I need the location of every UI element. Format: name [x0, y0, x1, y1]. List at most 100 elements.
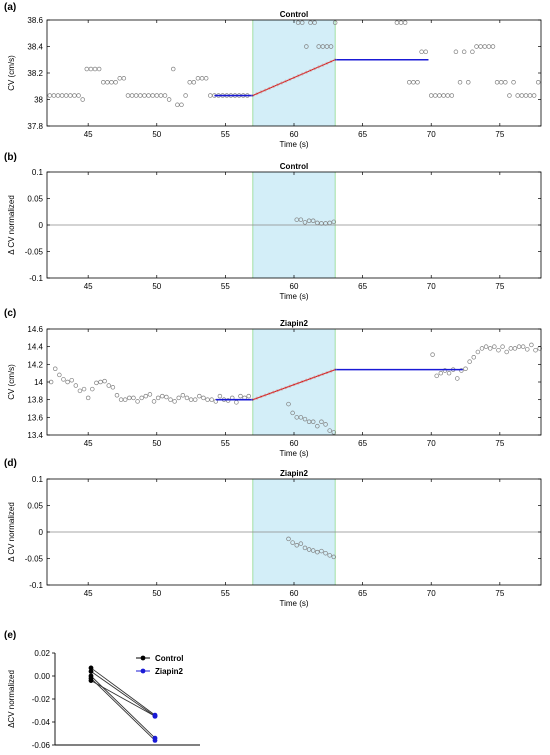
data-point	[306, 547, 312, 552]
panel-title: Ziapin2	[280, 319, 309, 328]
data-point	[238, 393, 243, 399]
legend-label: Control	[155, 654, 183, 663]
data-point	[96, 66, 102, 72]
data-point	[328, 44, 334, 49]
data-point	[183, 93, 188, 98]
y-tick-label: 37.8	[27, 122, 43, 131]
data-point	[398, 20, 404, 25]
x-tick-label: 75	[495, 589, 504, 598]
data-point	[191, 80, 197, 85]
data-point	[187, 80, 192, 85]
ramp-marker	[255, 396, 259, 400]
ramp-marker	[304, 378, 308, 382]
panel-title: Control	[280, 10, 308, 19]
data-point	[315, 220, 320, 226]
data-point	[331, 554, 337, 560]
data-point	[85, 395, 91, 401]
ramp-marker	[251, 94, 255, 98]
ramp-marker	[308, 377, 312, 381]
data-point	[411, 80, 416, 85]
data-point	[323, 550, 328, 556]
panel-title: Control	[280, 162, 308, 171]
data-point	[479, 346, 485, 351]
legend-marker	[140, 655, 146, 661]
data-point	[445, 93, 450, 98]
data-point	[315, 549, 320, 555]
data-point	[92, 66, 98, 72]
x-tick-label: 45	[84, 282, 93, 291]
control-point	[88, 678, 94, 683]
data-point	[433, 93, 438, 98]
x-axis-label: Time (s)	[279, 140, 308, 149]
data-point	[331, 430, 337, 435]
data-point	[69, 377, 74, 383]
data-point	[59, 93, 65, 98]
data-point	[310, 218, 316, 224]
ramp-marker	[292, 383, 296, 387]
data-point	[523, 93, 529, 98]
data-point	[175, 102, 180, 108]
x-axis-label: Time (s)	[279, 449, 308, 458]
data-point	[110, 385, 116, 390]
data-point	[471, 355, 477, 360]
data-point	[434, 373, 439, 379]
y-tick-label: 0.1	[32, 475, 44, 484]
data-point	[290, 410, 295, 416]
data-point	[76, 93, 81, 98]
data-point	[498, 80, 504, 85]
data-point	[453, 49, 459, 55]
data-point	[461, 49, 467, 55]
ramp-marker	[284, 386, 288, 390]
x-tick-label: 70	[427, 439, 436, 448]
x-tick-label: 60	[290, 589, 299, 598]
panel-a: (a) Control 45 50 55 60 65 70 75 37.8 38 38.2 38.4 38…	[4, 2, 542, 149]
x-tick-label: 70	[427, 589, 436, 598]
y-axis-label: ΔCV normalized	[7, 670, 16, 728]
data-point	[77, 388, 83, 394]
ramp-marker	[304, 70, 308, 74]
data-point	[188, 397, 194, 402]
data-point	[47, 93, 52, 98]
data-point	[423, 49, 428, 55]
x-tick-label: 45	[84, 589, 93, 598]
data-point	[150, 93, 155, 98]
data-point	[446, 370, 452, 376]
y-tick-label: -0.06	[32, 741, 51, 750]
y-tick-label: 13.8	[27, 396, 43, 405]
x-tick-label: 55	[221, 589, 230, 598]
stimulation-window	[252, 20, 336, 126]
data-point	[138, 93, 143, 98]
data-point	[511, 80, 516, 85]
ramp-marker	[263, 88, 267, 92]
ramp-marker	[317, 65, 321, 69]
data-point	[209, 397, 214, 402]
data-point	[164, 394, 169, 400]
data-point	[512, 346, 518, 351]
data-point	[143, 393, 149, 399]
data-point	[208, 93, 213, 98]
data-point	[302, 545, 308, 551]
data-point	[500, 344, 505, 349]
x-tick-label: 75	[495, 282, 504, 291]
data-point	[294, 542, 299, 548]
x-tick-label: 50	[152, 282, 161, 291]
data-point	[298, 415, 304, 420]
panel-d: (d) Ziapin2 45 50 55 60 65 70 75 -0.1 -0.05 0 0.05 0.…	[4, 458, 542, 608]
y-tick-label: 14.6	[27, 325, 43, 334]
data-point	[162, 93, 168, 98]
data-point	[449, 93, 455, 98]
panel-b: (b) Control 45 50 55 60 65 70 75 -0.1 -0.05 0 0.05 0.…	[4, 152, 542, 301]
data-point	[286, 401, 291, 407]
data-point	[94, 380, 99, 386]
data-point	[475, 349, 481, 355]
x-tick-label: 55	[221, 282, 230, 291]
pair-line	[90, 671, 156, 717]
data-point	[437, 93, 442, 98]
ramp-marker	[263, 393, 267, 397]
ramp-marker	[267, 392, 271, 396]
data-point	[494, 80, 500, 85]
data-point	[170, 66, 176, 72]
data-point	[529, 342, 534, 348]
data-point	[327, 428, 332, 433]
